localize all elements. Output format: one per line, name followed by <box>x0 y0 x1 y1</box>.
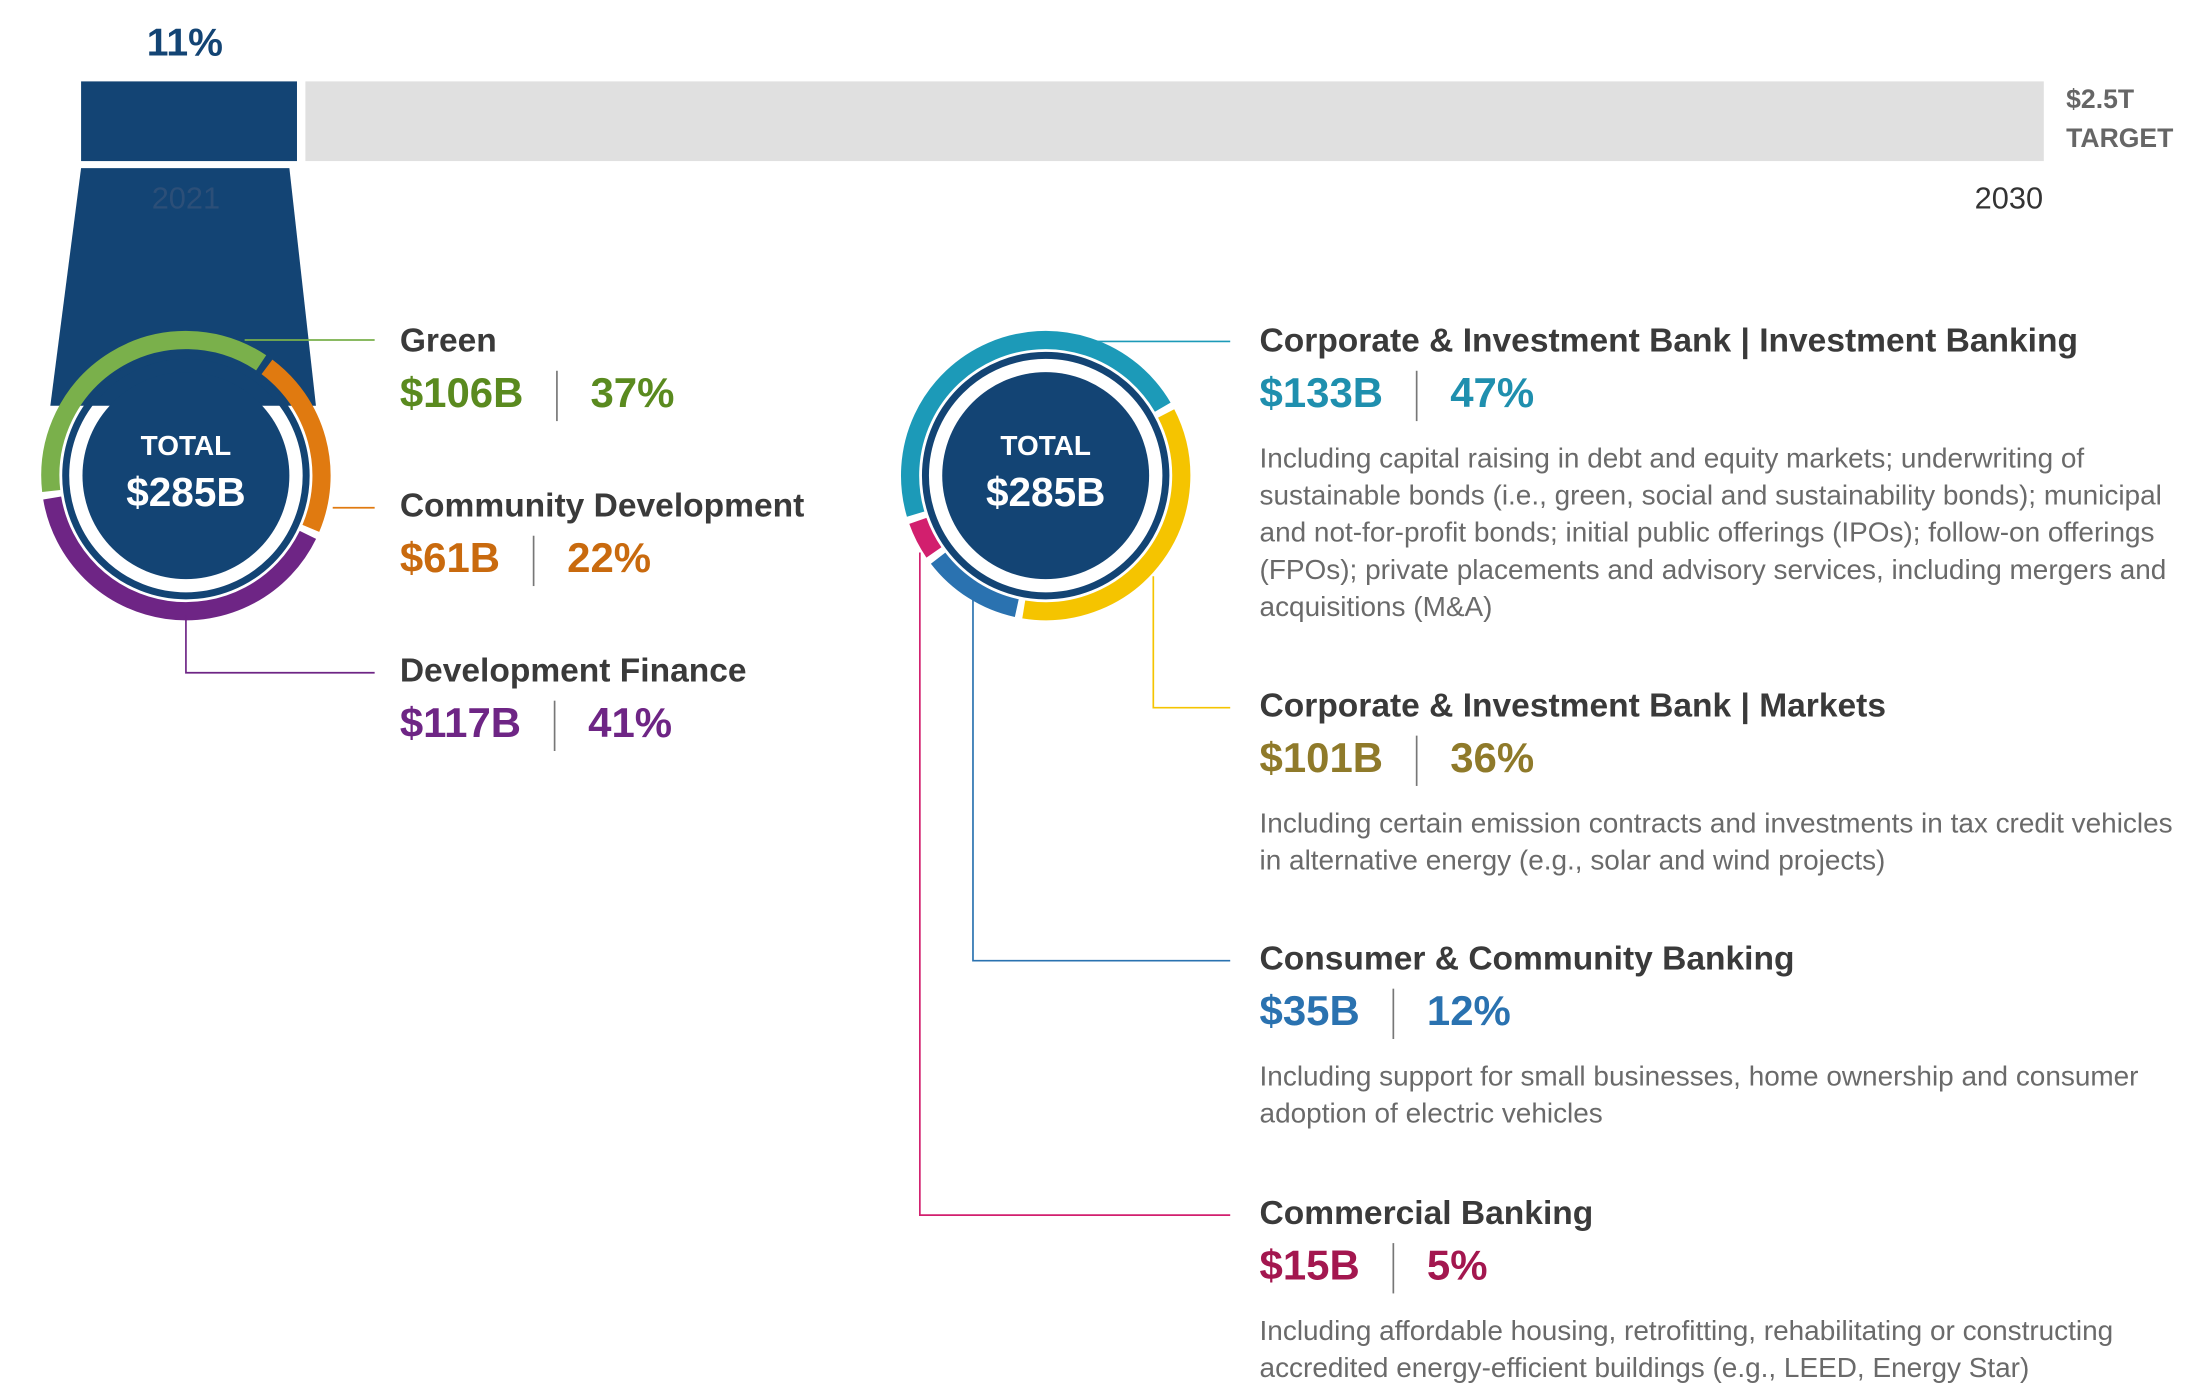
target-label: $2.5T <box>2066 84 2134 114</box>
progress-bar <box>81 81 297 162</box>
description-line: sustainable bonds (i.e., green, social a… <box>1260 480 2162 511</box>
donut-segment <box>41 330 267 492</box>
leader-line <box>972 594 1231 962</box>
category-name: Development Finance <box>400 653 747 690</box>
inner-ring <box>62 351 310 600</box>
center-total: $285B <box>126 469 245 515</box>
donut-segment <box>1022 409 1191 621</box>
amount-label: $35B <box>1260 987 1360 1034</box>
category-name: Green <box>400 323 497 360</box>
amount-label: $117B <box>400 699 521 746</box>
category-name: Commercial Banking <box>1260 1195 1594 1232</box>
share-label: 22% <box>567 534 651 581</box>
donut-segment <box>261 359 331 532</box>
category-name: Consumer & Community Banking <box>1260 941 1795 978</box>
target-label: TARGET <box>2066 123 2173 153</box>
description-line: acquisitions (M&A) <box>1260 591 1493 622</box>
leader-line <box>185 615 375 674</box>
amount-label: $101B <box>1260 734 1384 781</box>
share-label: 36% <box>1450 734 1534 781</box>
share-label: 41% <box>588 699 672 746</box>
progress-value: 11% <box>147 21 223 64</box>
leader-line <box>1152 576 1231 709</box>
amount-label: $61B <box>400 534 500 581</box>
share-label: 37% <box>590 369 674 416</box>
center-label: TOTAL <box>141 430 232 461</box>
amount-label: $106B <box>400 369 524 416</box>
donut-segment <box>930 552 1019 617</box>
donut-segment <box>43 496 317 621</box>
leader-line <box>919 552 1231 1216</box>
category-name: Community Development <box>400 488 804 525</box>
category-name: Corporate & Investment Bank | Investment… <box>1260 323 2078 360</box>
share-label: 47% <box>1450 369 1534 416</box>
center-label: TOTAL <box>1000 430 1091 461</box>
description-line: and not-for-profit bonds; initial public… <box>1260 517 2155 548</box>
donut-center <box>82 372 290 580</box>
progress-track <box>305 81 2044 162</box>
description-line: Including certain emission contracts and… <box>1260 807 2173 838</box>
center-total: $285B <box>986 469 1105 515</box>
category-name: Corporate & Investment Bank | Markets <box>1260 688 1886 725</box>
donut-segment <box>909 517 942 558</box>
description-line: Including affordable housing, retrofitti… <box>1260 1315 2114 1346</box>
inner-ring <box>921 351 1170 600</box>
description-line: Including support for small businesses, … <box>1260 1061 2139 1092</box>
end-label: 2030 <box>1975 180 2043 215</box>
share-label: 5% <box>1427 1241 1488 1288</box>
donut-center <box>942 372 1150 580</box>
donut-segment <box>900 330 1171 517</box>
description-line: accredited energy-efficient buildings (e… <box>1260 1352 2030 1383</box>
description-line: Including capital raising in debt and eq… <box>1260 443 2085 474</box>
description-line: adoption of electric vehicles <box>1260 1098 1603 1129</box>
amount-label: $133B <box>1260 369 1384 416</box>
description-line: (FPOs); private placements and advisory … <box>1260 554 2167 585</box>
amount-label: $15B <box>1260 1241 1360 1288</box>
description-line: in alternative energy (e.g., solar and w… <box>1260 845 1886 876</box>
start-label: 2021 <box>152 180 220 215</box>
share-label: 12% <box>1427 987 1511 1034</box>
